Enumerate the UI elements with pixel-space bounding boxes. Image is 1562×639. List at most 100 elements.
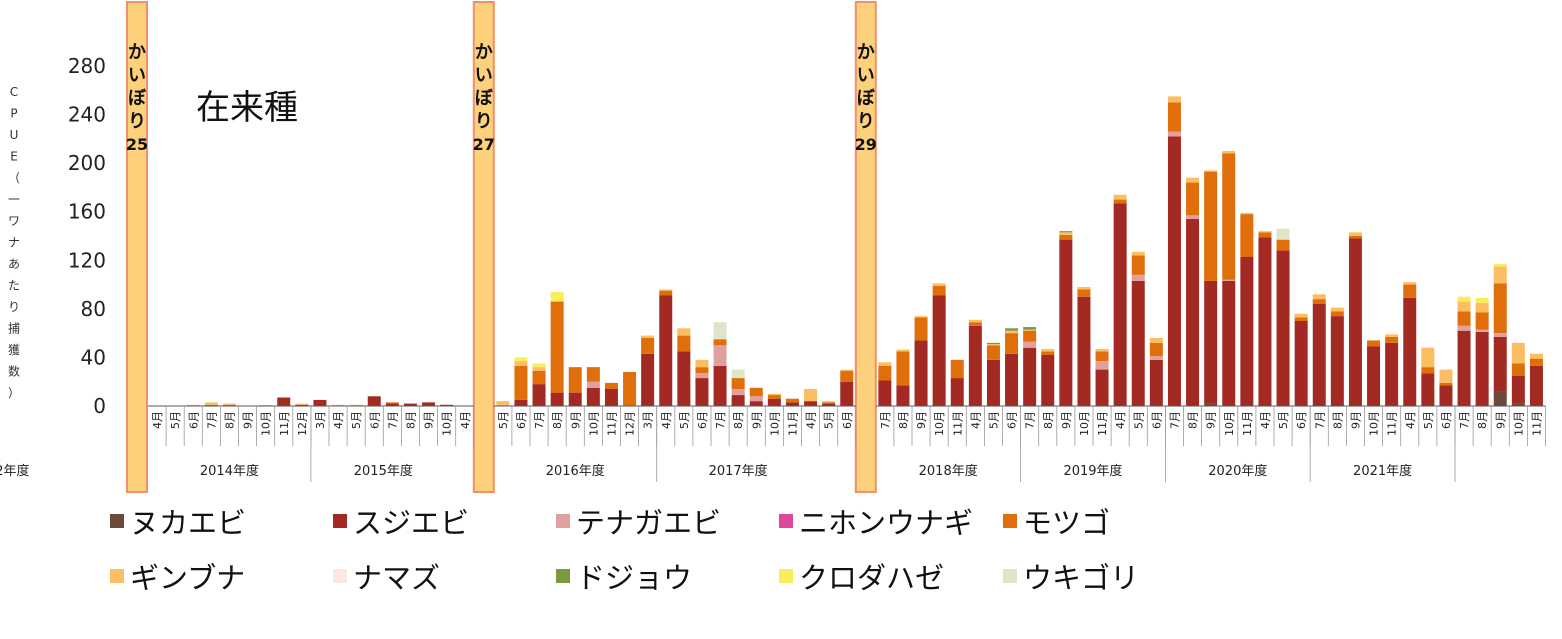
bar-segment-モツゴ bbox=[385, 402, 399, 404]
bar-segment-スジエビ bbox=[313, 399, 327, 406]
fiscal-year-label: 2021年度 bbox=[1353, 463, 1412, 479]
fiscal-year-label: 2019年度 bbox=[1063, 463, 1122, 479]
bar-segment-ギンブナ bbox=[1330, 307, 1344, 312]
legend-label: スジエビ bbox=[353, 506, 469, 540]
bar-segment-ギンブナ bbox=[1167, 96, 1181, 103]
bar-segment-ドジョウ bbox=[1059, 231, 1073, 233]
x-tick-label: 12月 bbox=[296, 411, 309, 436]
x-tick-label: 11月 bbox=[1096, 411, 1109, 436]
bar-segment-スジエビ bbox=[1475, 331, 1489, 406]
bar-segment-モツゴ bbox=[1258, 232, 1272, 238]
bar-segment-テナガエビ bbox=[1095, 361, 1109, 370]
bar-segment-スジエビ bbox=[1421, 373, 1435, 406]
bar-segment-ギンブナ bbox=[659, 289, 673, 291]
bar-segment-スジエビ bbox=[403, 403, 417, 406]
bar-segment-ギンブナ bbox=[804, 389, 818, 402]
x-tick-label: 3月 bbox=[314, 411, 327, 429]
bar-segment-モツゴ bbox=[1131, 255, 1145, 275]
bar-segment-モツゴ bbox=[1385, 336, 1399, 343]
bar-segment-スジエビ bbox=[1529, 365, 1543, 406]
bar-segment-ギンブナ bbox=[1385, 334, 1399, 337]
bar-segment-スジエビ bbox=[568, 392, 582, 406]
bar-segment-ギンブナ bbox=[514, 361, 528, 366]
x-tick-label: 3月 bbox=[642, 411, 655, 429]
legend-label: ギンブナ bbox=[130, 561, 245, 595]
x-tick-label: 4月 bbox=[969, 411, 982, 429]
bar-segment-ギンブナ bbox=[1186, 177, 1200, 183]
bar-segment-スジエビ bbox=[695, 378, 709, 406]
bar-segment-モツゴ bbox=[586, 367, 600, 382]
x-tick-label: 6月 bbox=[515, 411, 528, 429]
bar-segment-モツゴ bbox=[1059, 234, 1073, 240]
bar-segment-スジエビ bbox=[1312, 304, 1326, 406]
bar-segment-ギンブナ bbox=[532, 367, 546, 371]
x-tick-label: 10月 bbox=[1368, 411, 1381, 436]
bar-segment-スジエビ bbox=[532, 384, 546, 406]
bar-segment-クロダハゼ bbox=[514, 357, 528, 362]
bar-segment-スジエビ bbox=[1457, 330, 1471, 406]
bar-segment-モツゴ bbox=[1186, 182, 1200, 216]
legend-swatch bbox=[779, 569, 793, 583]
bar-segment-ギンブナ bbox=[1059, 232, 1073, 235]
bar-segment-テナガエビ bbox=[1131, 274, 1145, 281]
bar-segment-スジエビ bbox=[1511, 375, 1525, 404]
bar-segment-ヌカエビ bbox=[1204, 403, 1218, 406]
y-tick-label: 80 bbox=[81, 297, 106, 321]
x-tick-label: 10月 bbox=[587, 411, 600, 436]
x-tick-label: 8月 bbox=[1476, 411, 1489, 429]
x-tick-label: 5月 bbox=[1132, 411, 1145, 429]
bar-segment-スジエビ bbox=[1439, 385, 1453, 406]
bar-segment-スジエビ bbox=[550, 392, 564, 406]
legend-label: ウキゴリ bbox=[1023, 561, 1139, 595]
x-tick-label: 5月 bbox=[823, 411, 836, 429]
bar-segment-スジエビ bbox=[749, 401, 763, 406]
bar-segment-クロダハゼ bbox=[1493, 263, 1507, 267]
bar-segment-スジエビ bbox=[1367, 346, 1381, 406]
bar-segment-スジエビ bbox=[1149, 359, 1163, 406]
bar-segment-ドジョウ bbox=[986, 342, 1000, 345]
fiscal-year-label: 2016年度 bbox=[546, 463, 605, 479]
x-tick-label: 10月 bbox=[933, 411, 946, 436]
bar-segment-スジエビ bbox=[1276, 250, 1290, 406]
x-tick-label: 7月 bbox=[1168, 411, 1181, 429]
x-tick-label: 9月 bbox=[1494, 411, 1507, 429]
bar-segment-テナガエビ bbox=[1457, 325, 1471, 331]
bar-segment-ギンブナ bbox=[1348, 232, 1362, 236]
bar-segment-モツゴ bbox=[878, 365, 892, 381]
bar-segment-モツゴ bbox=[1529, 358, 1543, 366]
bar-segment-スジエビ bbox=[785, 402, 799, 406]
bar-segment-モツゴ bbox=[1167, 102, 1181, 132]
bar-segment-スジエビ bbox=[385, 403, 399, 406]
x-tick-label: 8月 bbox=[551, 411, 564, 429]
bar-segment-スジエビ bbox=[1240, 256, 1254, 406]
bar-segment-モツゴ bbox=[1095, 351, 1109, 362]
x-tick-label: 10月 bbox=[441, 411, 454, 436]
x-tick-label: 7月 bbox=[533, 411, 546, 429]
bar-segment-ギンブナ bbox=[1005, 330, 1019, 334]
x-tick-label: 4月 bbox=[1114, 411, 1127, 429]
bar-segment-モツゴ bbox=[1312, 299, 1326, 304]
bar-segment-モツゴ bbox=[731, 378, 745, 389]
x-tick-label: 9月 bbox=[915, 411, 928, 429]
x-tick-label: 6月 bbox=[1440, 411, 1453, 429]
x-tick-label: 10月 bbox=[1512, 411, 1525, 436]
x-tick-label: 6月 bbox=[841, 411, 854, 429]
bar-segment-モツゴ bbox=[1493, 283, 1507, 334]
bar-segment-モツゴ bbox=[1240, 214, 1254, 257]
legend-label: クロダハゼ bbox=[799, 561, 944, 595]
bar-segment-ウキゴリ bbox=[713, 322, 727, 340]
bar-segment-ギンブナ bbox=[1439, 369, 1453, 383]
bar-segment-ギンブナ bbox=[1204, 170, 1218, 172]
legend-swatch bbox=[779, 514, 793, 528]
bar-segment-モツゴ bbox=[1348, 236, 1362, 239]
bar-segment-ギンブナ bbox=[1131, 251, 1145, 256]
legend-swatch bbox=[333, 569, 347, 583]
bar-segment-モツゴ bbox=[785, 398, 799, 403]
x-tick-label: 8月 bbox=[1042, 411, 1055, 429]
y-axis-label: C P U E （一ワナあたり捕獲数） bbox=[8, 85, 20, 400]
bar-segment-クロダハゼ bbox=[1457, 296, 1471, 302]
x-tick-label: 11月 bbox=[1530, 411, 1543, 436]
bar-segment-スジエビ bbox=[914, 340, 928, 406]
bar-segment-モツゴ bbox=[840, 370, 854, 382]
